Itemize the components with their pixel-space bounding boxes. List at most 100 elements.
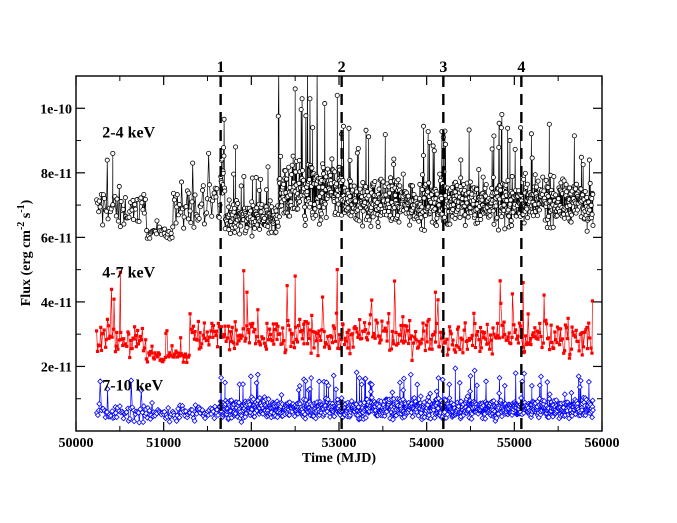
data-point [430,406,437,413]
data-point [142,346,147,350]
data-point [300,337,304,341]
data-point [245,290,249,294]
data-point [298,317,302,321]
data-point [284,176,290,182]
data-point [570,325,574,329]
data-point [447,347,451,351]
data-point [407,222,413,228]
data-point [410,358,414,363]
data-point [548,348,552,352]
data-point [353,325,357,329]
data-point [118,270,122,274]
data-point [410,183,416,189]
data-point [497,187,503,193]
data-point [109,408,116,415]
data-point [458,175,464,181]
data-point [383,326,387,330]
data-point [181,214,187,220]
data-point [155,355,159,359]
data-point [381,412,388,419]
data-point [227,230,233,236]
data-point [320,295,325,299]
y-tick-label: 1e-10 [40,102,72,117]
data-point [414,338,418,342]
data-point [403,324,407,328]
data-point [274,322,279,326]
x-tick-label: 54000 [409,436,444,451]
x-axis-label: Time (MJD) [302,451,376,466]
data-point [258,176,264,182]
data-point [400,339,404,343]
data-point [551,174,557,180]
data-point [238,223,244,229]
data-point [168,351,172,355]
data-point [392,342,396,346]
data-point [147,351,151,355]
data-point [333,181,339,187]
data-point [222,333,226,337]
data-point [464,200,470,206]
data-point [554,338,558,342]
data-point [331,413,338,420]
data-point [217,324,221,329]
data-point [356,375,363,382]
data-point [110,150,116,156]
data-point [588,336,592,340]
data-point [192,192,198,198]
data-point [584,228,590,234]
data-point [152,357,156,361]
data-point [439,196,445,202]
data-point [356,335,360,339]
data-point [354,326,358,331]
data-point [449,332,453,336]
data-point [348,352,352,356]
data-point [473,345,478,350]
data-point [485,322,489,326]
data-point [585,378,592,385]
data-point [561,178,567,184]
data-point [99,325,103,329]
data-point [368,223,374,229]
data-point [483,182,489,188]
data-point [302,342,306,346]
data-point [235,342,239,346]
data-point [400,387,407,394]
data-point [291,413,298,420]
data-point [538,321,542,326]
data-point [506,335,510,339]
data-point [307,386,313,392]
data-point [556,196,562,202]
data-point [432,206,438,212]
data-point [429,337,433,341]
data-point [340,123,346,129]
data-point [230,325,234,329]
data-point [479,346,483,350]
data-point [526,312,530,316]
data-point [302,415,309,422]
data-point [294,337,299,342]
data-point [379,338,383,342]
data-point [267,327,272,331]
data-point [360,208,366,214]
data-point [365,338,370,342]
data-point [531,331,535,335]
data-point [314,339,318,343]
data-point [380,179,386,185]
data-point [553,330,557,334]
data-point [458,157,464,163]
data-point [386,321,390,325]
data-point [372,178,378,184]
data-point [175,405,182,412]
data-point [172,352,177,356]
data-point [497,397,504,404]
data-point [494,215,500,221]
data-point [568,389,575,396]
data-point [472,212,478,218]
data-point [336,346,341,350]
data-point [228,330,233,334]
data-point [573,181,579,187]
data-point [140,403,147,410]
data-point [292,346,297,350]
data-point [496,333,500,338]
data-point [322,345,327,349]
